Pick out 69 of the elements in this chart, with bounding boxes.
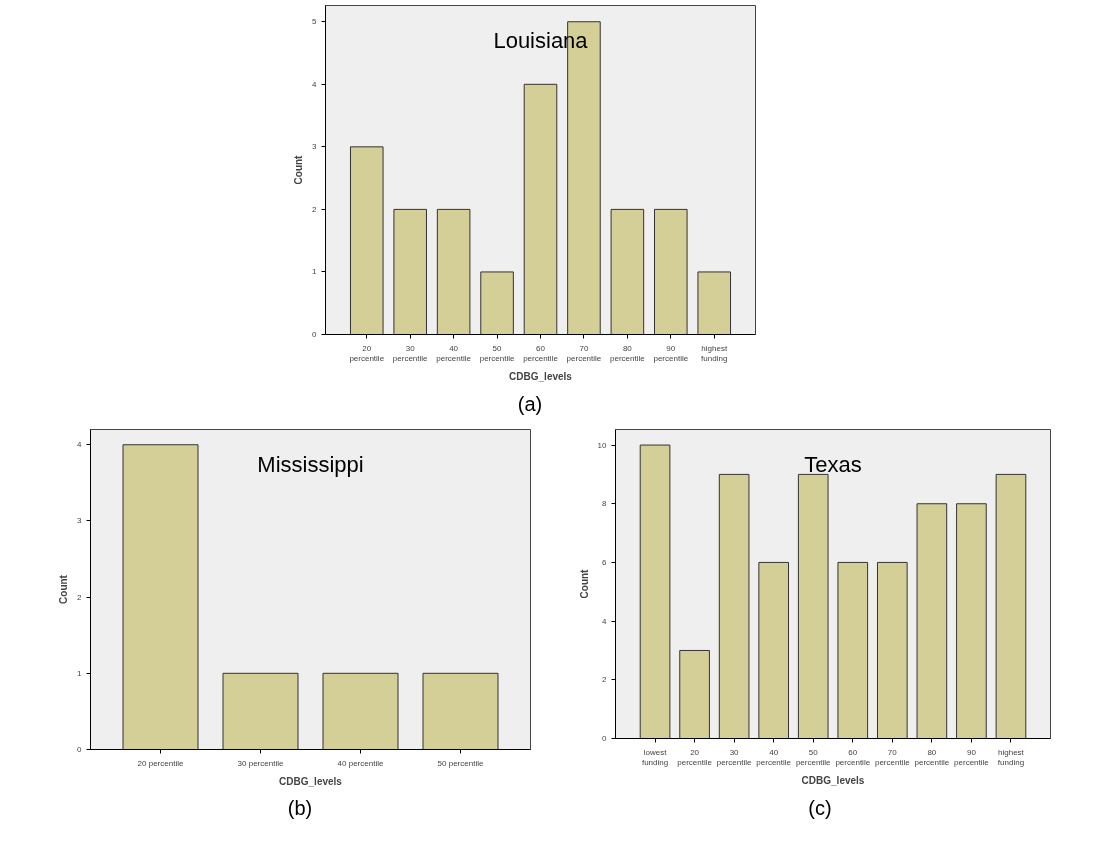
x-tick-label: highest funding	[997, 747, 1025, 767]
bar	[610, 208, 645, 335]
y-tick-label: 1	[77, 668, 83, 678]
x-tick-label: 20 percentile	[137, 758, 184, 768]
x-tick-label: highest funding	[701, 343, 728, 364]
bar	[697, 271, 732, 335]
x-tick-label: 50 percentile	[437, 758, 484, 768]
y-tick-label: 2	[602, 674, 608, 684]
y-tick-label: 6	[602, 557, 608, 567]
x-tick-label: 90 percentile	[653, 343, 689, 364]
text: (b)	[287, 795, 313, 821]
y-tick-label: 8	[602, 498, 608, 508]
y-tick-label: 0	[312, 330, 318, 339]
x-axis-title: CDBG_levels	[279, 775, 343, 787]
y-tick-label: 4	[602, 616, 608, 626]
y-tick-label: 5	[312, 17, 318, 27]
bar	[639, 444, 671, 739]
bar	[679, 649, 710, 739]
y-tick-label: 1	[312, 267, 318, 277]
y-axis-title: Count	[578, 568, 590, 598]
text: Mississippi	[257, 451, 364, 477]
x-tick-label: 90 percentile	[954, 747, 990, 767]
x-tick-label: 60 percentile	[835, 747, 871, 767]
x-tick-label: 70 percentile	[566, 343, 602, 364]
bar	[956, 502, 987, 739]
text: (a)	[517, 392, 543, 417]
bar	[995, 473, 1027, 739]
text: (c)	[808, 795, 832, 821]
bar	[393, 208, 427, 335]
x-tick-label: 80 percentile	[610, 343, 646, 364]
bar	[436, 208, 471, 335]
bar	[876, 561, 908, 739]
bar	[349, 146, 384, 335]
y-tick-label: 0	[77, 744, 83, 754]
x-tick-label: 80 percentile	[914, 747, 950, 767]
x-axis-title: CDBG_levels	[509, 371, 573, 383]
bar	[916, 502, 948, 739]
x-tick-label: 40 percentile	[436, 343, 472, 364]
bar	[837, 561, 869, 739]
bar	[480, 271, 514, 335]
bar	[654, 208, 688, 335]
y-tick-label: 4	[312, 79, 318, 89]
x-tick-label: 30 percentile	[392, 343, 429, 364]
x-tick-label: 30 percentile	[716, 747, 753, 767]
bar	[797, 473, 829, 739]
y-tick-label: 2	[77, 592, 83, 602]
x-tick-label: 40 percentile	[337, 758, 384, 768]
y-tick-label: 3	[77, 515, 83, 525]
x-tick-label: 50 percentile	[479, 343, 515, 364]
x-axis-title: CDBG_levels	[801, 774, 865, 786]
x-tick-label: 20 percentile	[677, 747, 713, 767]
x-tick-label: 60 percentile	[523, 343, 559, 364]
bar	[758, 561, 790, 739]
x-tick-label: 30 percentile	[237, 758, 284, 768]
y-axis-title: Count	[58, 573, 70, 604]
text: Texas	[804, 451, 862, 477]
x-tick-label: 70 percentile	[874, 747, 911, 767]
x-tick-label: lowest funding	[641, 747, 669, 767]
x-tick-label: 50 percentile	[795, 747, 832, 767]
x-tick-label: 20 percentile	[349, 343, 385, 364]
y-tick-label: 10	[597, 440, 608, 450]
y-tick-label: 4	[77, 439, 83, 449]
bar	[718, 473, 750, 739]
y-tick-label: 0	[602, 733, 608, 743]
y-tick-label: 2	[312, 204, 318, 214]
x-tick-label: 40 percentile	[756, 747, 792, 767]
y-tick-label: 3	[312, 142, 318, 152]
bar	[523, 83, 558, 335]
y-axis-title: Count	[293, 154, 305, 185]
